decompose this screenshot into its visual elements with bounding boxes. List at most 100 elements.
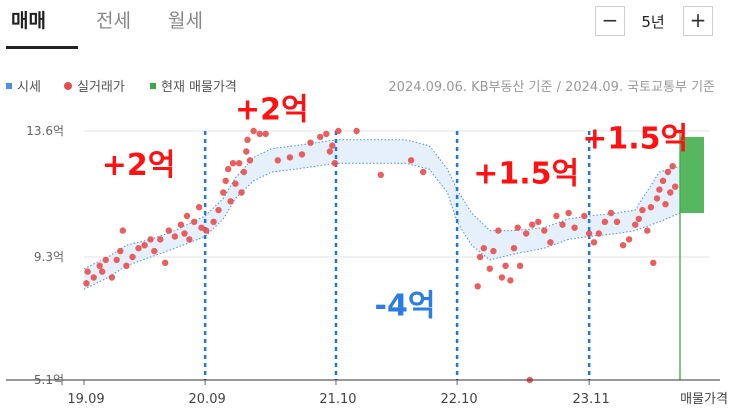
trade-point-99 bbox=[662, 201, 669, 208]
trade-point-17 bbox=[162, 259, 169, 266]
trade-point-49 bbox=[317, 133, 324, 141]
trade-point-67 bbox=[507, 277, 514, 284]
x-tick-label-0: 19.09 bbox=[67, 392, 104, 407]
x-tick-label-3: 22.10 bbox=[440, 392, 477, 407]
trade-point-45 bbox=[274, 157, 281, 164]
trade-point-95 bbox=[650, 259, 657, 266]
legend-label-actual-trade: 실거래가 bbox=[77, 80, 125, 95]
trade-point-30 bbox=[220, 189, 227, 196]
change-annotation-2: -4억 bbox=[375, 289, 436, 324]
trade-point-86 bbox=[607, 209, 615, 217]
trade-point-88 bbox=[619, 242, 627, 249]
tab-monthly-rent[interactable]: 월세 bbox=[168, 10, 203, 32]
trade-point-96 bbox=[653, 195, 661, 202]
trade-point-70 bbox=[516, 262, 524, 269]
trade-point-39 bbox=[243, 148, 250, 155]
trade-point-14 bbox=[147, 236, 154, 243]
trade-point-80 bbox=[571, 224, 578, 231]
trade-point-98 bbox=[659, 177, 667, 184]
legend-swatch-actual-trade bbox=[64, 81, 72, 90]
trade-point-100 bbox=[664, 168, 672, 176]
change-annotation-4: +1.5억 bbox=[582, 122, 688, 157]
trade-point-83 bbox=[590, 239, 598, 246]
change-annotation-3: +1.5억 bbox=[473, 157, 579, 192]
tab-jeonse[interactable]: 전세 bbox=[96, 10, 131, 32]
trade-point-66 bbox=[502, 262, 509, 269]
trade-point-82 bbox=[585, 230, 593, 237]
trade-point-8 bbox=[117, 247, 124, 255]
legend-label-current-listing: 현재 매물가격 bbox=[161, 80, 237, 95]
trade-point-3 bbox=[96, 262, 103, 269]
y-tick-label-0: 13.6억 bbox=[26, 124, 64, 138]
trade-point-78 bbox=[559, 221, 566, 228]
trade-point-7 bbox=[113, 256, 120, 264]
trade-point-35 bbox=[232, 180, 239, 187]
trade-point-16 bbox=[157, 236, 164, 243]
trade-point-58 bbox=[420, 168, 427, 176]
trade-point-65 bbox=[498, 274, 506, 281]
trade-point-51 bbox=[326, 148, 334, 155]
trade-point-60 bbox=[476, 253, 484, 261]
trade-point-90 bbox=[632, 221, 639, 228]
trade-point-25 bbox=[195, 204, 203, 211]
x-tick-label-4: 23.11 bbox=[573, 392, 610, 407]
period-decrease-button[interactable]: − bbox=[595, 6, 625, 36]
trade-point-54 bbox=[335, 127, 342, 135]
change-annotation-1: +2억 bbox=[235, 92, 309, 127]
change-annotation-0: +2억 bbox=[102, 148, 176, 183]
trade-point-50 bbox=[323, 130, 330, 138]
trade-point-47 bbox=[298, 151, 306, 158]
trade-point-61 bbox=[480, 245, 487, 252]
trade-point-46 bbox=[286, 154, 294, 161]
trade-point-32 bbox=[225, 165, 232, 173]
trade-point-56 bbox=[377, 171, 384, 179]
trade-point-24 bbox=[191, 218, 198, 225]
trade-point-37 bbox=[238, 189, 245, 196]
data-basis-note: 2024.09.06. KB부동산 기준 / 2024.09. 국토교통부 기준 bbox=[388, 80, 715, 95]
trade-point-27 bbox=[203, 227, 210, 234]
listing-axis-label: 매물가격 bbox=[680, 392, 728, 407]
legend-item-actual-trade: 실거래가 bbox=[64, 76, 125, 95]
trade-point-23 bbox=[186, 236, 193, 243]
trade-point-44 bbox=[262, 130, 269, 138]
trade-point-2 bbox=[90, 274, 97, 281]
trade-point-69 bbox=[514, 224, 521, 231]
trade-point-94 bbox=[647, 204, 655, 211]
trade-point-18 bbox=[165, 227, 172, 234]
trade-point-4 bbox=[99, 268, 106, 275]
trade-point-21 bbox=[181, 230, 188, 237]
trade-point-55 bbox=[353, 127, 360, 135]
market-price-band-low-line bbox=[83, 162, 681, 290]
trade-point-6 bbox=[108, 274, 116, 281]
trade-point-19 bbox=[171, 233, 179, 240]
trade-point-40 bbox=[244, 136, 251, 143]
x-tick-label-1: 20.09 bbox=[189, 392, 226, 407]
trade-point-75 bbox=[541, 227, 548, 234]
trade-point-53 bbox=[331, 160, 338, 167]
trade-point-84 bbox=[595, 230, 602, 237]
period-increase-button[interactable]: + bbox=[683, 6, 713, 36]
trade-point-102 bbox=[669, 163, 676, 170]
trade-point-89 bbox=[625, 236, 633, 243]
trade-point-34 bbox=[229, 160, 237, 167]
trade-point-63 bbox=[490, 247, 497, 255]
trade-point-48 bbox=[307, 139, 314, 146]
trade-point-13 bbox=[141, 242, 148, 249]
current-listing-range bbox=[680, 136, 704, 214]
tab-sale[interactable]: 매매 bbox=[11, 10, 46, 32]
trade-point-73 bbox=[529, 221, 536, 228]
trade-point-103 bbox=[672, 183, 679, 190]
trade-point-57 bbox=[407, 157, 415, 164]
trade-point-0 bbox=[83, 280, 90, 287]
trade-point-11 bbox=[129, 253, 136, 261]
trade-point-76 bbox=[547, 239, 554, 246]
trade-point-93 bbox=[644, 227, 651, 234]
trade-point-62 bbox=[486, 265, 493, 272]
active-tab-indicator bbox=[6, 46, 78, 49]
trade-point-29 bbox=[215, 206, 222, 214]
trade-point-87 bbox=[613, 218, 621, 225]
trade-point-81 bbox=[581, 212, 588, 220]
trade-point-20 bbox=[177, 221, 185, 228]
legend-label-market-price: 시세 bbox=[17, 80, 41, 95]
